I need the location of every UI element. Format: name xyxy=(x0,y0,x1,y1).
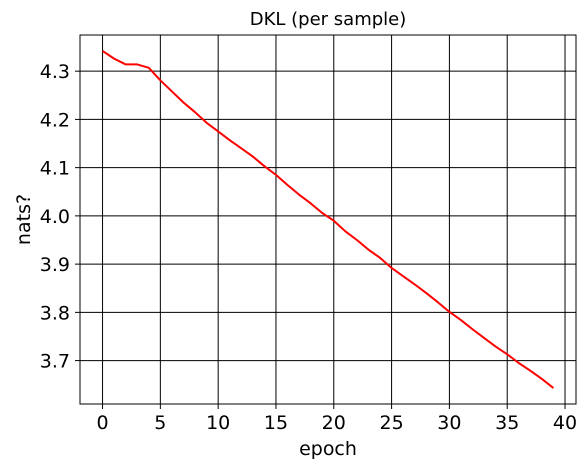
y-tick-label: 4.2 xyxy=(40,109,70,131)
x-tick-label: 30 xyxy=(437,412,461,434)
y-tick-label: 3.8 xyxy=(40,302,70,324)
y-axis-label: nats? xyxy=(13,194,35,245)
x-tick-label: 0 xyxy=(96,412,108,434)
x-axis-label: epoch xyxy=(299,438,357,460)
grid xyxy=(80,35,576,404)
x-tick-label: 40 xyxy=(553,412,577,434)
x-tick-label: 10 xyxy=(206,412,230,434)
x-tick-label: 35 xyxy=(495,412,519,434)
x-tick-label: 25 xyxy=(379,412,403,434)
y-tick-label: 3.9 xyxy=(40,254,70,276)
y-tick-label: 4.3 xyxy=(40,61,70,83)
series-line xyxy=(101,50,555,389)
x-tick-label: 15 xyxy=(264,412,288,434)
y-tick-label: 4.0 xyxy=(40,206,70,228)
x-tick-label: 20 xyxy=(322,412,346,434)
x-tick-label: 5 xyxy=(154,412,166,434)
y-tick-label: 4.1 xyxy=(40,158,70,180)
y-tick-label: 3.7 xyxy=(40,351,70,373)
tick-labels: 0 5 10 15 20 25 30 35 40 3.7 3.8 3.9 4.0 4.1 4.2 4.3 xyxy=(40,61,577,434)
plot-frame xyxy=(79,34,577,405)
chart-title: DKL (per sample) xyxy=(250,9,407,30)
series-layer xyxy=(101,50,555,389)
